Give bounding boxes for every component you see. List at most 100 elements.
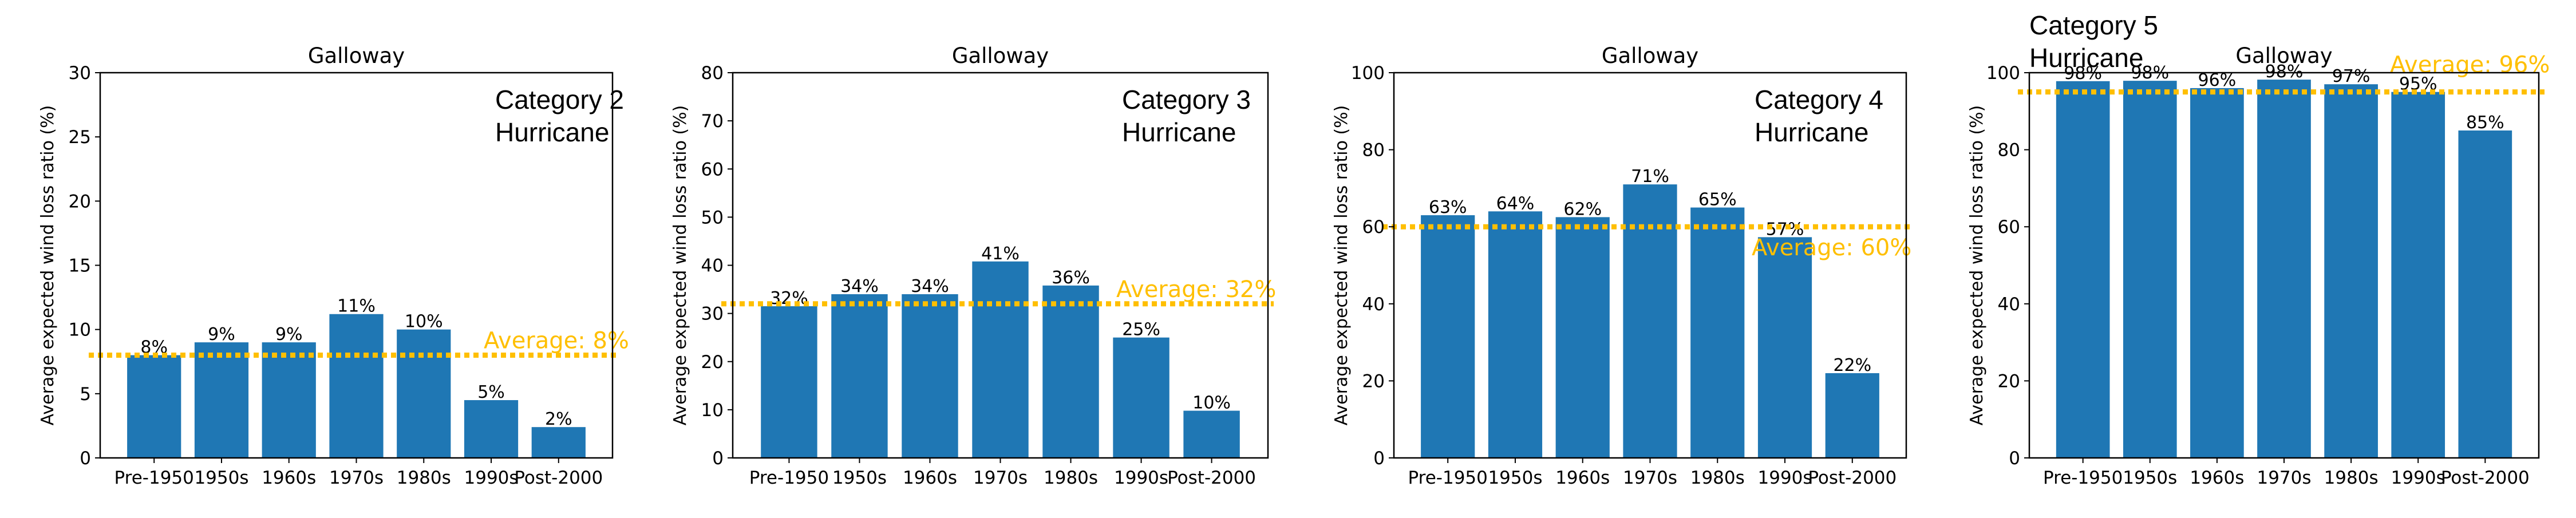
x-tick-label: 1960s (903, 468, 957, 488)
y-tick-label: 0 (80, 448, 91, 469)
average-label: Average: 96% (2390, 52, 2550, 78)
bar-post-2000 (531, 427, 586, 458)
x-tick-label: 1990s (2391, 468, 2445, 488)
y-tick-label: 0 (2009, 448, 2020, 469)
bar-value-label: 64% (1496, 193, 1535, 213)
y-tick-label: 20 (701, 352, 724, 373)
x-tick-label: Pre-1950 (749, 468, 829, 488)
bar-value-label: 10% (1192, 393, 1231, 413)
bar-post-2000 (1825, 373, 1879, 458)
x-tick-label: 1950s (2123, 468, 2177, 488)
bar-post-2000 (1183, 410, 1240, 458)
bar-1950s (831, 294, 888, 458)
x-tick-label: Pre-1950 (2043, 468, 2123, 488)
bar-pre-1950 (2056, 81, 2110, 458)
x-tick-label: 1960s (2190, 468, 2244, 488)
x-tick-label: 1950s (832, 468, 887, 488)
y-tick-label: 80 (1998, 140, 2020, 161)
x-tick-label: 1980s (1690, 468, 1745, 488)
y-tick-label: 20 (69, 191, 91, 212)
bar-1970s (329, 314, 384, 458)
bar-value-label: 62% (1563, 199, 1602, 219)
bar-value-label: 97% (2332, 66, 2370, 86)
bar-1950s (2123, 81, 2177, 458)
chart-title: Galloway (2235, 44, 2332, 68)
bar-value-label: 41% (981, 244, 1020, 264)
y-tick-label: 30 (701, 304, 724, 325)
y-tick-label: 60 (1362, 217, 1385, 238)
y-tick-label: 40 (1998, 294, 2020, 315)
bar-1960s (1555, 217, 1610, 458)
x-tick-label: 1960s (1555, 468, 1610, 488)
category-label-line-1: Category 2 (495, 85, 624, 114)
x-tick-label: 1970s (1623, 468, 1677, 488)
y-axis-label: Average expected wind loss ratio (%) (38, 105, 58, 426)
bar-value-label: 9% (275, 325, 303, 345)
bar-1950s (1488, 211, 1543, 458)
y-tick-label: 60 (1998, 217, 2020, 238)
y-axis-label: Average expected wind loss ratio (%) (1332, 105, 1352, 426)
y-tick-label: 10 (701, 400, 724, 421)
y-axis-label: Average expected wind loss ratio (%) (1967, 105, 1987, 426)
y-tick-label: 60 (701, 159, 724, 180)
plot-frame (732, 72, 1269, 459)
bar-value-label: 96% (2198, 70, 2237, 90)
x-tick-label: Post-2000 (2441, 468, 2530, 488)
plot-frame (99, 72, 614, 459)
x-tick-label: 1990s (1114, 468, 1168, 488)
y-tick-label: 30 (69, 63, 91, 84)
x-tick-label: 1970s (973, 468, 1028, 488)
x-tick-label: Post-2000 (514, 468, 603, 488)
chart-title: Galloway (308, 44, 405, 68)
bar-pre-1950 (1421, 215, 1475, 458)
x-tick-label: Post-2000 (1808, 468, 1897, 488)
chart-title: Galloway (1602, 44, 1698, 68)
bar-value-label: 36% (1052, 268, 1090, 288)
bar-value-label: 98% (2265, 62, 2304, 82)
category-label-line-1: Category 5 (2029, 10, 2158, 40)
bar-value-label: 63% (1429, 197, 1467, 218)
bar-1970s (1623, 184, 1677, 458)
y-tick-label: 0 (1373, 448, 1385, 469)
y-tick-label: 40 (701, 256, 724, 276)
bar-pre-1950 (127, 355, 181, 458)
bar-1990s (464, 400, 519, 458)
category-label-line-2: Hurricane (2029, 43, 2143, 73)
bar-value-label: 85% (2466, 113, 2504, 133)
y-tick-label: 50 (701, 207, 724, 228)
bar-pre-1950 (761, 306, 817, 458)
x-tick-label: Post-2000 (1167, 468, 1256, 488)
y-axis-label: Average expected wind loss ratio (%) (670, 105, 690, 426)
x-tick-label: 1950s (1488, 468, 1542, 488)
y-tick-label: 15 (69, 256, 91, 276)
y-tick-label: 40 (1362, 294, 1385, 315)
y-tick-label: 20 (1362, 371, 1385, 392)
category-label-line-1: Category 4 (1755, 85, 1883, 114)
y-tick-label: 10 (69, 320, 91, 341)
y-tick-label: 100 (1986, 63, 2020, 84)
bar-1970s (972, 261, 1029, 458)
bar-1980s (1690, 207, 1745, 458)
average-label: Average: 60% (1752, 235, 1911, 261)
x-tick-label: 1970s (2257, 468, 2311, 488)
y-tick-label: 80 (701, 63, 724, 84)
average-label: Average: 32% (1116, 276, 1276, 303)
bar-1990s (1113, 337, 1170, 458)
x-tick-label: 1960s (262, 468, 316, 488)
bar-value-label: 25% (1122, 320, 1160, 340)
bar-1960s (262, 342, 316, 458)
bar-value-label: 10% (405, 312, 443, 332)
y-tick-label: 25 (69, 127, 91, 148)
x-tick-label: 1990s (1758, 468, 1812, 488)
chart-title: Galloway (952, 44, 1049, 68)
x-tick-label: Pre-1950 (1408, 468, 1488, 488)
y-tick-label: 5 (80, 384, 91, 405)
bar-value-label: 34% (911, 276, 949, 296)
x-tick-label: 1970s (329, 468, 384, 488)
y-tick-label: 100 (1351, 63, 1385, 84)
bar-1980s (397, 329, 451, 458)
category-label-line-1: Category 3 (1122, 85, 1251, 114)
bar-1990s (1757, 237, 1812, 458)
bar-1960s (2190, 88, 2244, 458)
